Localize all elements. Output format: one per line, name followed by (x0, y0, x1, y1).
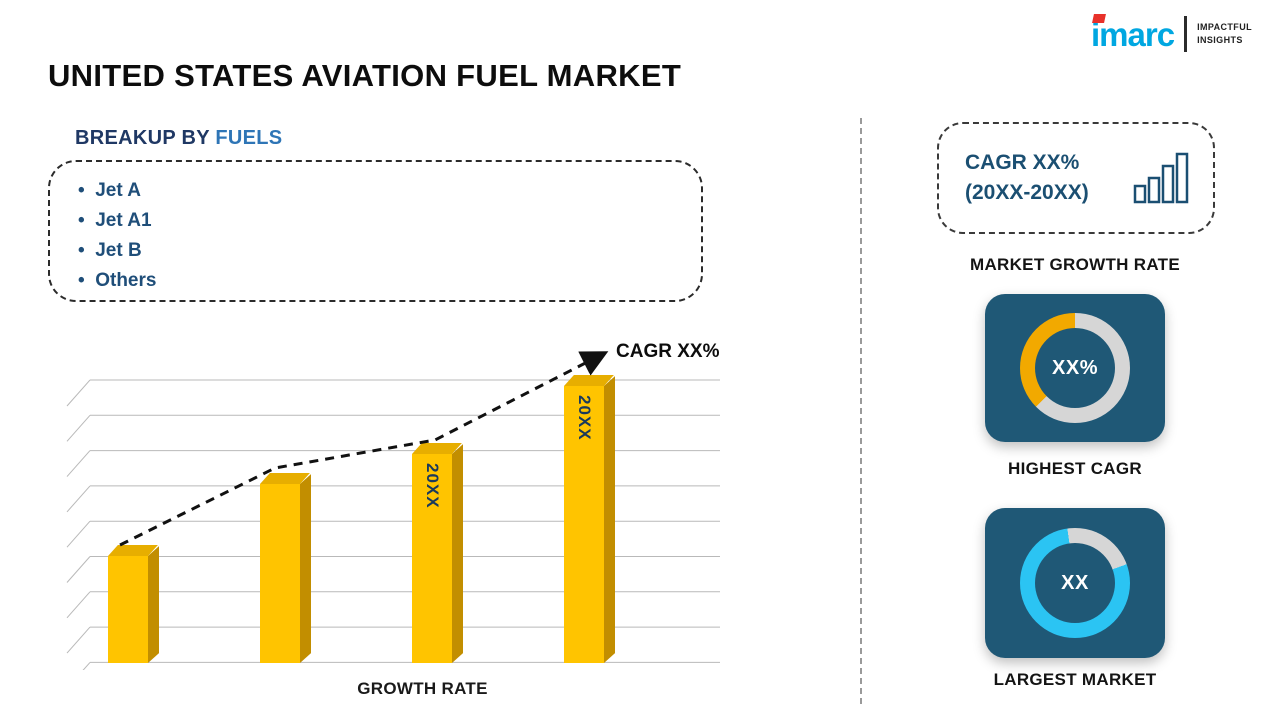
logo-tagline-line1: IMPACTFUL (1197, 22, 1252, 33)
largest-market-value: XX (1061, 571, 1089, 594)
market-growth-rate-label: MARKET GROWTH RATE (969, 255, 1180, 274)
imarc-logo: imarc IMPACTFUL INSIGHTS (1091, 13, 1252, 53)
bar-label: 20XX (423, 463, 442, 509)
bar-1 (108, 556, 148, 663)
logo-brand-text: imarc (1091, 15, 1175, 53)
highest-cagr-label: HIGHEST CAGR (1008, 459, 1142, 478)
bar-2 (260, 484, 300, 663)
cagr-callout-line1: CAGR XX% (965, 150, 1080, 174)
logo-flag-icon (1092, 13, 1106, 23)
cagr-callout-text: CAGR XX% (20XX-20XX) (965, 148, 1089, 209)
fuel-item-jet-b: Jet B (78, 236, 701, 266)
largest-market-donut-hole: XX (1035, 543, 1115, 623)
fuel-list: Jet A Jet A1 Jet B Others (50, 172, 701, 296)
cagr-trend-label: CAGR XX% (616, 341, 720, 362)
highest-cagr-card: XX% (985, 294, 1165, 442)
growth-bars-icon (1133, 152, 1189, 204)
logo-brand-wrap: imarc (1091, 13, 1175, 53)
logo-tagline-line2: INSIGHTS (1197, 35, 1243, 45)
breakup-heading: BREAKUP BY FUELS (75, 127, 282, 150)
cagr-callout-line2: (20XX-20XX) (965, 181, 1089, 204)
largest-market-donut: XX (1020, 528, 1130, 638)
fuel-item-others: Others (78, 266, 701, 296)
breakup-heading-prefix: BREAKUP BY (75, 127, 216, 149)
section-divider (860, 118, 862, 704)
highest-cagr-value: XX% (1052, 356, 1098, 379)
largest-market-card: XX (985, 508, 1165, 658)
breakup-box: Jet A Jet A1 Jet B Others (48, 160, 703, 302)
chart-x-axis-label: GROWTH RATE (357, 679, 488, 698)
bar-label: 20XX (575, 395, 594, 441)
page-title: UNITED STATES AVIATION FUEL MARKET (48, 58, 682, 93)
logo-divider (1184, 16, 1188, 52)
bar-chart: 20XX 20XX (60, 340, 725, 665)
fuel-item-jet-a1: Jet A1 (78, 206, 701, 236)
largest-market-label: LARGEST MARKET (993, 670, 1157, 689)
highest-cagr-donut-hole: XX% (1035, 328, 1115, 408)
cagr-callout-box: CAGR XX% (20XX-20XX) (937, 122, 1215, 234)
bar-4: 20XX (564, 386, 604, 663)
bar-3: 20XX (412, 454, 452, 663)
highest-cagr-donut: XX% (1020, 313, 1130, 423)
fuel-item-jet-a: Jet A (78, 176, 701, 206)
breakup-heading-highlight: FUELS (215, 127, 283, 149)
logo-tagline: IMPACTFUL INSIGHTS (1197, 21, 1252, 46)
